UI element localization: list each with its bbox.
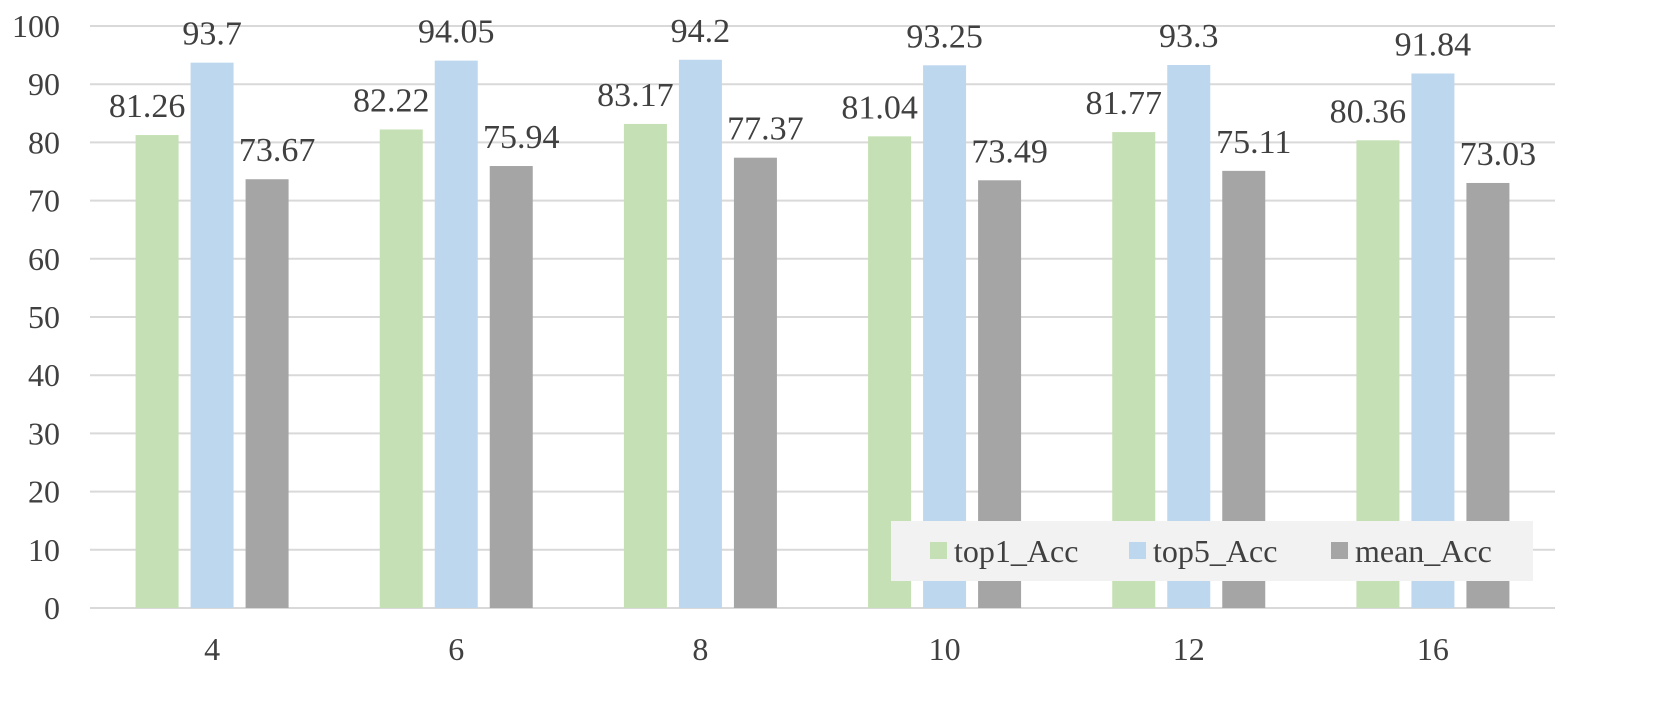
bars (135, 59, 1510, 609)
x-tick-label: 8 (692, 631, 708, 667)
data-label-mean_Acc: 77.37 (727, 111, 804, 148)
data-label-top1_Acc: 82.22 (353, 82, 430, 119)
y-tick-label: 30 (28, 415, 60, 451)
legend-label: top1_Acc (954, 533, 1078, 569)
data-label-mean_Acc: 75.11 (1216, 124, 1291, 161)
y-tick-label: 40 (28, 357, 60, 393)
bar-top1_Acc (379, 129, 423, 608)
x-tick-label: 6 (448, 631, 464, 667)
y-tick-label: 70 (28, 183, 60, 219)
data-label-top5_Acc: 94.2 (671, 13, 731, 50)
legend-swatch (1129, 542, 1146, 559)
bar-top1_Acc (623, 123, 667, 609)
data-label-top1_Acc: 80.36 (1330, 93, 1407, 130)
y-tick-label: 100 (12, 8, 60, 44)
x-tick-label: 12 (1173, 631, 1205, 667)
legend-background (891, 521, 1533, 581)
bar-mean_Acc (245, 179, 289, 608)
legend-swatch (930, 542, 947, 559)
data-label-top1_Acc: 81.04 (841, 89, 918, 126)
data-label-top1_Acc: 81.26 (109, 88, 186, 125)
bar-top5_Acc (678, 59, 722, 609)
legend: top1_Acc top5_Acc mean_Acc (891, 521, 1533, 581)
y-tick-label: 80 (28, 124, 60, 160)
bar-mean_Acc (733, 157, 777, 608)
y-tick-label: 0 (44, 590, 60, 626)
bar-top5_Acc (923, 65, 967, 608)
data-label-top1_Acc: 83.17 (597, 77, 674, 114)
y-tick-label: 50 (28, 299, 60, 335)
x-tick-label: 16 (1417, 631, 1449, 667)
x-tick-label: 10 (929, 631, 961, 667)
data-label-top5_Acc: 91.84 (1395, 26, 1472, 63)
data-labels: 81.26 93.7 73.67 82.22 94.05 75.94 83.17 94.2 77… (109, 13, 1536, 173)
gridlines (90, 25, 1555, 609)
legend-label: mean_Acc (1355, 533, 1492, 569)
legend-swatch (1331, 542, 1348, 559)
bar-top5_Acc (190, 62, 234, 608)
y-tick-label: 90 (28, 66, 60, 102)
legend-item-top5_Acc: top5_Acc (1129, 533, 1277, 569)
legend-item-mean_Acc: mean_Acc (1331, 533, 1492, 569)
bar-top5_Acc (1411, 73, 1455, 608)
x-tick-label: 4 (204, 631, 220, 667)
data-label-mean_Acc: 73.03 (1460, 136, 1537, 173)
x-axis-ticks: 4 6 8 10 12 16 (204, 631, 1449, 667)
bar-top5_Acc (434, 60, 478, 608)
data-label-top5_Acc: 93.25 (906, 18, 983, 55)
legend-label: top5_Acc (1153, 533, 1277, 569)
data-label-top5_Acc: 94.05 (418, 14, 495, 51)
data-label-top5_Acc: 93.3 (1159, 18, 1219, 55)
y-tick-label: 10 (28, 532, 60, 568)
y-axis-ticks: 0 10 20 30 40 50 60 70 80 90 100 (12, 8, 60, 626)
legend-item-top1_Acc: top1_Acc (930, 533, 1078, 569)
bar-mean_Acc (489, 166, 533, 608)
data-label-mean_Acc: 73.67 (239, 132, 316, 169)
data-label-mean_Acc: 73.49 (971, 133, 1048, 170)
data-label-top1_Acc: 81.77 (1086, 85, 1163, 122)
legend-items: top1_Acc top5_Acc mean_Acc (930, 533, 1492, 569)
bar-top1_Acc (135, 135, 179, 608)
bar-top5_Acc (1167, 64, 1211, 608)
y-tick-label: 60 (28, 241, 60, 277)
y-tick-label: 20 (28, 474, 60, 510)
data-label-top5_Acc: 93.7 (182, 16, 242, 53)
data-label-mean_Acc: 75.94 (483, 119, 560, 156)
